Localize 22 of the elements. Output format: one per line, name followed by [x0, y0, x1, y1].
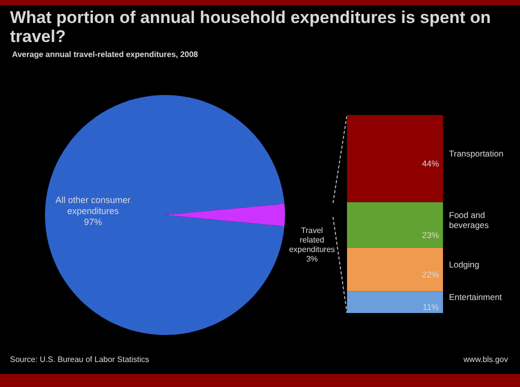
source-note: Source: U.S. Bureau of Labor Statistics — [10, 355, 150, 364]
series-label: Lodging — [449, 259, 480, 270]
slice-label: All other consumer expenditures — [55, 195, 131, 216]
text: www.bls.gov — [464, 355, 508, 364]
data-label: 11% — [422, 302, 440, 312]
bar — [347, 115, 443, 202]
data-label: 3% — [306, 254, 318, 264]
pie-slice — [45, 95, 284, 335]
slice-label: Travel related expenditures — [289, 226, 335, 254]
bar — [347, 248, 443, 292]
series-label: Entertainment — [449, 292, 503, 302]
series-label: Food and beverages — [449, 210, 489, 230]
pie-slice — [165, 204, 285, 226]
data-label: 97% — [84, 217, 102, 227]
chart-title: What portion of annual household expenditures is spent on travel? — [10, 8, 492, 46]
bar — [347, 202, 443, 248]
bar — [347, 291, 443, 313]
series-label: Transportation — [449, 148, 504, 159]
data-label: 23% — [422, 230, 440, 240]
data-label: 44% — [422, 158, 440, 169]
data-label: 22% — [422, 269, 440, 280]
chart-subtitle: Average annual travel-related expenditures, 2008 — [12, 50, 198, 59]
